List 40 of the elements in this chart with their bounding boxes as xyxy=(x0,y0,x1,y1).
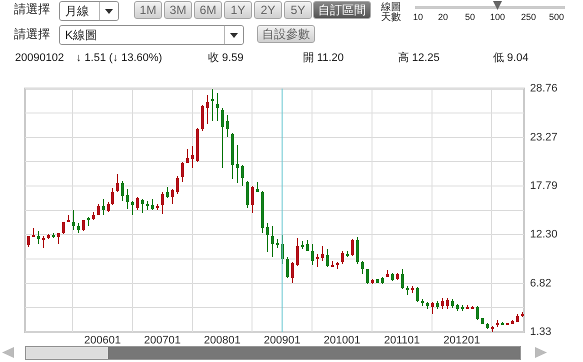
text: 自訂區間 xyxy=(313,1,371,19)
text: 100 xyxy=(490,11,506,24)
text: 50 xyxy=(465,11,476,24)
y-tick-label: 28.76 xyxy=(530,82,558,95)
text: 請選擇 xyxy=(14,27,50,41)
text: 低 9.04 xyxy=(493,51,528,65)
text: 2Y xyxy=(254,1,282,19)
text: 5Y xyxy=(284,1,312,19)
candlestick xyxy=(211,89,214,121)
x-tick-label: 200701 xyxy=(144,334,181,347)
dropdown: K線圖 xyxy=(59,25,244,45)
text: 請選擇 xyxy=(14,2,50,16)
x-tick-label: 201201 xyxy=(443,334,480,347)
text: 10 xyxy=(413,11,424,24)
x-tick-label: 200601 xyxy=(84,334,121,347)
x-tick-label: 200901 xyxy=(264,334,301,347)
text: 1M xyxy=(134,1,162,19)
text: 20090102 xyxy=(15,51,64,65)
y-tick-label: 17.79 xyxy=(530,180,558,192)
text: 1Y xyxy=(224,1,252,19)
x-tick-label: 201101 xyxy=(384,334,420,347)
y-tick-label: 1.33 xyxy=(530,326,552,338)
y-tick-label: 6.82 xyxy=(530,277,552,290)
text: 6M xyxy=(194,1,222,19)
x-tick-label: 201001 xyxy=(324,334,360,347)
text: 20 xyxy=(438,11,448,24)
y-tick-label: 12.30 xyxy=(530,228,558,241)
text: 高 12.25 xyxy=(398,51,440,65)
text: 開 11.20 xyxy=(303,51,344,65)
x-tick-label: 200801 xyxy=(204,334,241,347)
dropdown: 月線 xyxy=(59,1,119,21)
text: 線圖 xyxy=(381,2,401,13)
text: 500 xyxy=(549,11,564,24)
text: 天數 xyxy=(381,12,401,24)
text: 收 9.59 xyxy=(208,51,244,65)
text: 3M xyxy=(164,1,192,19)
text: 250 xyxy=(521,11,536,24)
text: ↓ 1.51 (↓ 13.60%) xyxy=(76,51,162,65)
text: 自設參數 xyxy=(257,25,315,43)
y-tick-label: 23.27 xyxy=(530,131,558,144)
